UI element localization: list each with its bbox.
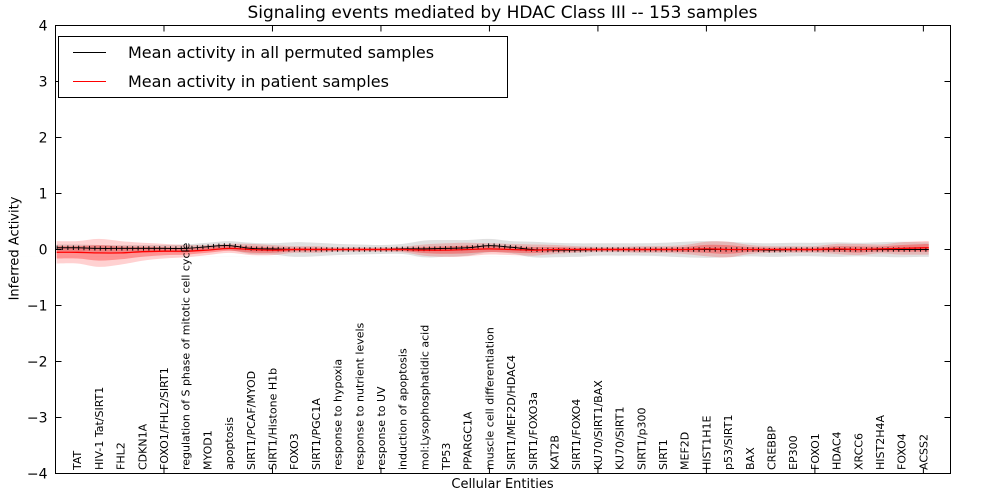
x-category-label: SIRT1/FOXO4 bbox=[570, 399, 583, 470]
y-tick-label: 3 bbox=[39, 75, 48, 91]
x-category-label: HIST1H1E bbox=[700, 416, 713, 470]
y-tick-label: −3 bbox=[27, 411, 48, 427]
x-category-label: FOXO4 bbox=[896, 433, 909, 470]
x-category-label: mol:Lysophosphatidic acid bbox=[418, 325, 431, 470]
x-category-label: EP300 bbox=[787, 435, 800, 470]
x-category-label: SIRT1/MEF2D/HDAC4 bbox=[505, 355, 518, 470]
y-axis-label: Inferred Activity bbox=[7, 196, 23, 301]
y-tick-label: 0 bbox=[39, 243, 48, 259]
x-category-label: induction of apoptosis bbox=[397, 348, 410, 470]
y-tick-label: 2 bbox=[39, 131, 48, 147]
x-category-label: KU70/SIRT1 bbox=[614, 407, 627, 470]
x-category-label: MYOD1 bbox=[201, 430, 214, 470]
x-category-label: muscle cell differentiation bbox=[483, 327, 496, 470]
x-category-label: XRCC6 bbox=[852, 433, 865, 470]
x-axis-label: Cellular Entities bbox=[451, 477, 554, 492]
x-category-label: FHL2 bbox=[115, 442, 128, 470]
x-category-label: response to UV bbox=[375, 386, 388, 470]
y-tick-label: −2 bbox=[27, 355, 48, 371]
legend-entry-patient: Mean activity in patient samples bbox=[59, 68, 507, 96]
x-category-label: SIRT1/p300 bbox=[635, 408, 648, 470]
x-category-label: ACSS2 bbox=[917, 434, 930, 470]
x-category-label: KU70/SIRT1/BAX bbox=[592, 380, 605, 470]
y-tick-label: 1 bbox=[39, 187, 48, 203]
x-category-label: regulation of S phase of mitotic cell cy… bbox=[180, 242, 193, 470]
y-tick-label: −1 bbox=[27, 299, 48, 315]
x-category-label: SIRT1/FOXO3a bbox=[527, 392, 540, 470]
legend: Mean activity in all permuted samples Me… bbox=[58, 36, 508, 98]
chart-title: Signaling events mediated by HDAC Class … bbox=[247, 3, 758, 23]
x-category-label: SIRT1/Histone H1b bbox=[267, 368, 280, 470]
x-category-label: SIRT1/PGC1A bbox=[310, 398, 323, 470]
legend-entry-permuted: Mean activity in all permuted samples bbox=[59, 38, 507, 66]
patient-mean-line bbox=[56, 247, 929, 254]
x-category-label: PPARGC1A bbox=[462, 411, 475, 470]
x-category-label: HIV-1 Tat/SIRT1 bbox=[93, 387, 106, 470]
legend-label: Mean activity in patient samples bbox=[128, 72, 389, 92]
legend-line-sample-red bbox=[73, 81, 106, 83]
x-category-label: TAT bbox=[71, 450, 84, 471]
x-category-label: FOXO1/FHL2/SIRT1 bbox=[158, 367, 171, 470]
x-category-label: CREBBP bbox=[766, 426, 779, 470]
x-category-label: MEF2D bbox=[679, 432, 692, 470]
x-category-label: CDKN1A bbox=[136, 423, 149, 470]
y-tick-label: 4 bbox=[39, 19, 48, 35]
x-category-label: TP53 bbox=[440, 443, 453, 471]
y-tick-label: −4 bbox=[27, 467, 48, 483]
legend-line-sample-black bbox=[73, 51, 106, 53]
x-category-label: FOXO3 bbox=[288, 433, 301, 470]
x-category-label: p53/SIRT1 bbox=[722, 415, 735, 470]
x-category-label: SIRT1/PCAF/MYOD bbox=[245, 371, 258, 470]
x-category-label: BAX bbox=[744, 447, 757, 470]
legend-label: Mean activity in all permuted samples bbox=[128, 42, 435, 62]
x-category-label: KAT2B bbox=[549, 435, 562, 470]
x-category-label: SIRT1 bbox=[657, 439, 670, 470]
x-category-label: HIST2H4A bbox=[874, 415, 887, 470]
x-category-label: response to hypoxia bbox=[332, 359, 345, 470]
x-category-label: HDAC4 bbox=[831, 431, 844, 470]
x-category-label: apoptosis bbox=[223, 417, 236, 470]
x-category-label: FOXO1 bbox=[809, 433, 822, 470]
x-category-label: response to nutrient levels bbox=[353, 322, 366, 470]
